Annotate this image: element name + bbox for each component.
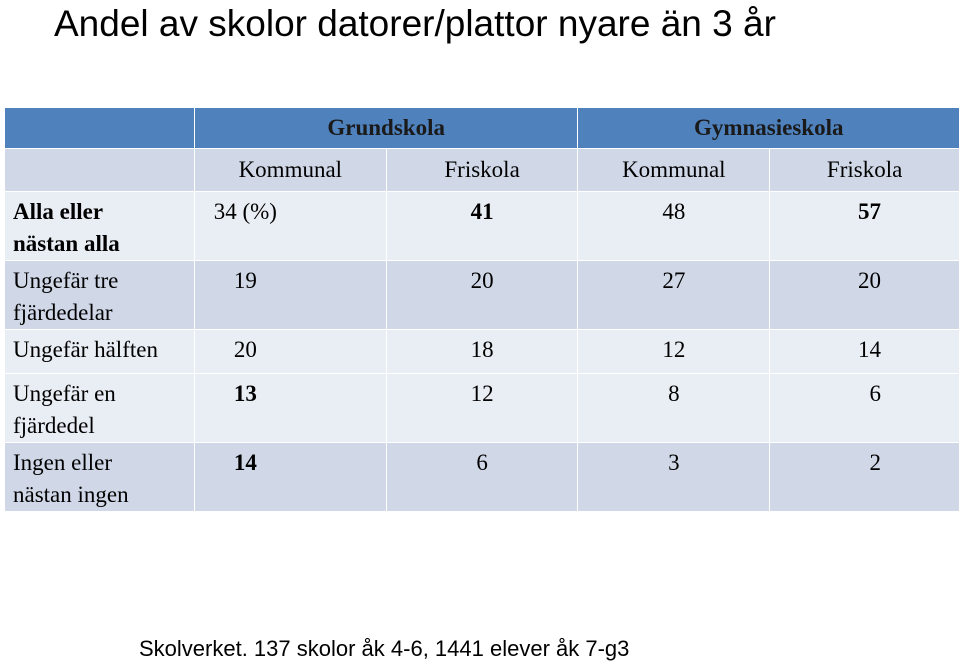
table-cell: 20 <box>385 260 579 330</box>
sub-header-gymn-kommunal: Kommunal <box>577 148 771 192</box>
corner-cell <box>4 107 195 149</box>
row-label: Ungefär tre fjärdedelar <box>4 260 195 330</box>
slide-title: Andel av skolor datorer/plattor nyare än… <box>54 3 776 44</box>
table-cell: 12 <box>577 329 771 374</box>
table-cell: 14 <box>193 442 387 512</box>
table-row: Ingen eller nästan ingen 14 6 3 2 <box>4 442 960 512</box>
table-cell: 57 <box>769 191 960 261</box>
row-label: Ingen eller nästan ingen <box>4 442 195 512</box>
table-row: Alla eller nästan alla 34 (%) 41 48 57 <box>4 191 960 261</box>
sub-header-blank <box>4 148 195 192</box>
sub-header-grund-friskola: Friskola <box>385 148 579 192</box>
row-label: Alla eller nästan alla <box>4 191 195 261</box>
table-cell: 2 <box>769 442 960 512</box>
table-row: Ungefär tre fjärdedelar 19 20 27 20 <box>4 260 960 330</box>
table-cell: 13 <box>193 373 387 443</box>
table-cell: 8 <box>577 373 771 443</box>
table-cell: 6 <box>385 442 579 512</box>
table-cell: 18 <box>385 329 579 374</box>
table-cell: 48 <box>577 191 771 261</box>
table-cell: 6 <box>769 373 960 443</box>
sub-header-gymn-friskola: Friskola <box>769 148 960 192</box>
row-label: Ungefär en fjärdedel <box>4 373 195 443</box>
table-cell: 41 <box>385 191 579 261</box>
table-cell: 20 <box>193 329 387 374</box>
row-label: Ungefär hälften <box>4 329 195 374</box>
group-header-grundskola: Grundskola <box>193 107 579 149</box>
sub-header-grund-kommunal: Kommunal <box>193 148 387 192</box>
table-cell: 12 <box>385 373 579 443</box>
table-cell: 27 <box>577 260 771 330</box>
table-row: Ungefär hälften 20 18 12 14 <box>4 329 960 374</box>
table-cell: 34 (%) <box>193 191 387 261</box>
source-note: Skolverket. 137 skolor åk 4-6, 1441 elev… <box>139 636 630 661</box>
table-cell: 3 <box>577 442 771 512</box>
table-row: Ungefär en fjärdedel 13 12 8 6 <box>4 373 960 443</box>
group-header-row: Grundskola Gymnasieskola <box>4 107 960 149</box>
survey-table: Grundskola Gymnasieskola Kommunal Frisko… <box>4 107 960 512</box>
table-cell: 19 <box>193 260 387 330</box>
sub-header-row: Kommunal Friskola Kommunal Friskola <box>4 148 960 192</box>
group-header-gymnasieskola: Gymnasieskola <box>577 107 960 149</box>
table-cell: 14 <box>769 329 960 374</box>
table-cell: 20 <box>769 260 960 330</box>
